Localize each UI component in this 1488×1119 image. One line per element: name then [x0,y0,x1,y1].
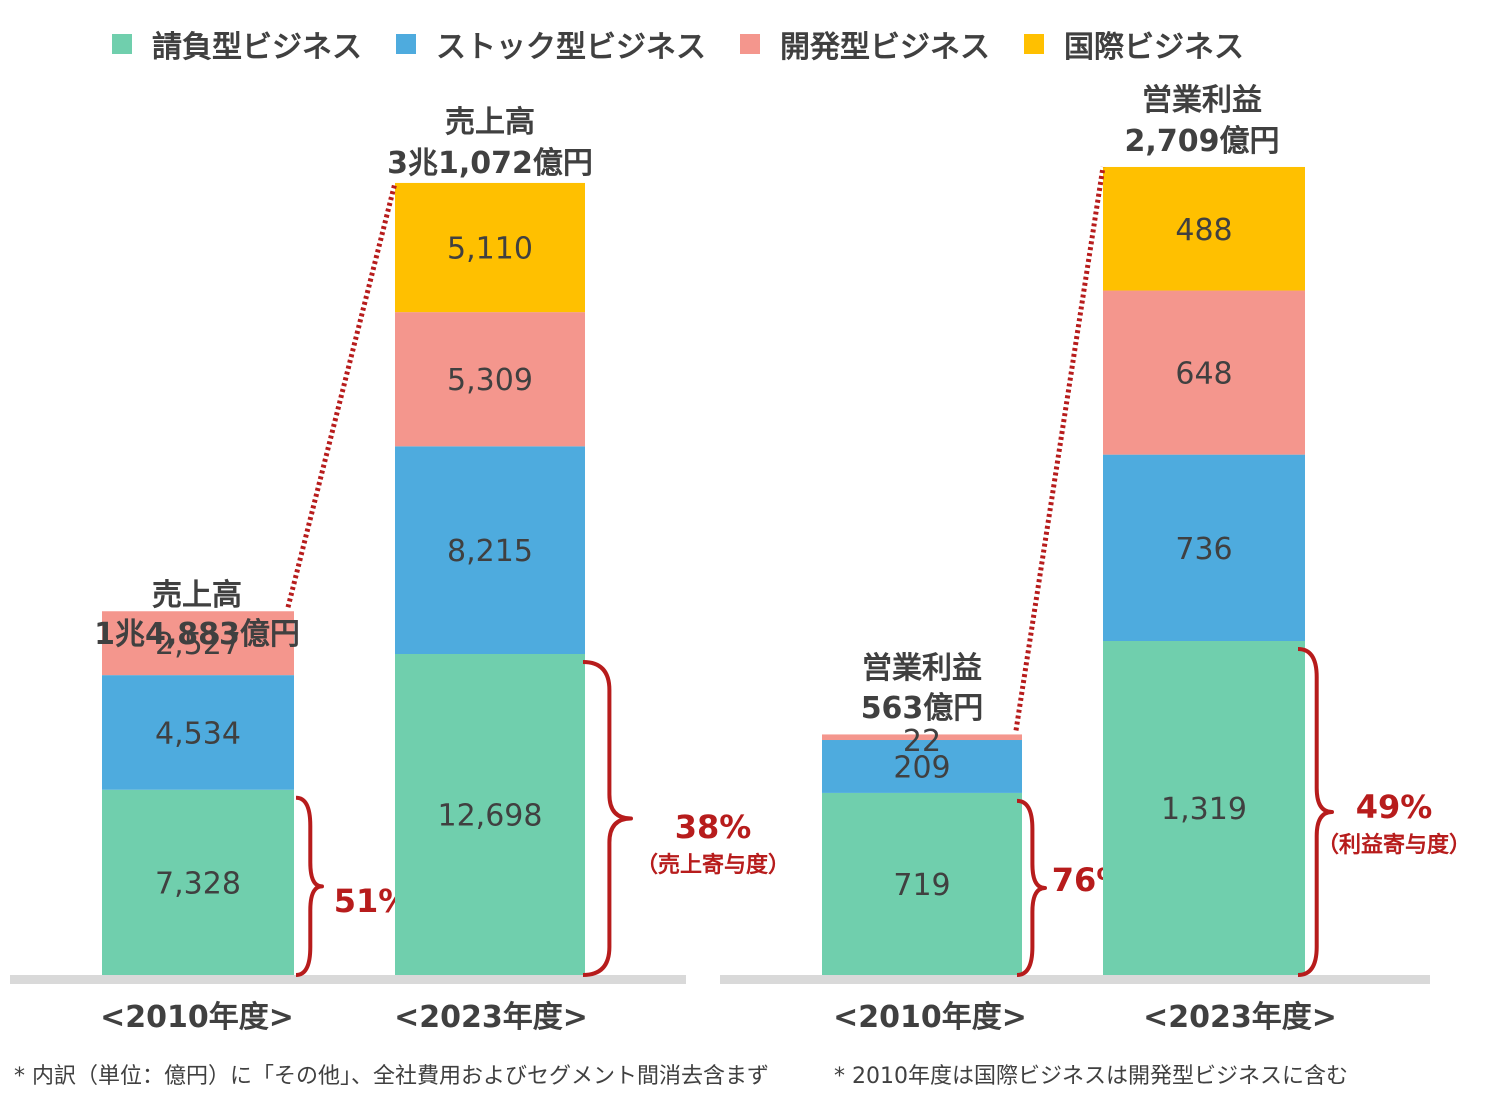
revenue-bar-1-label-1: 8,215 [447,534,533,569]
profit-bar-0-segment-0 [822,792,1022,975]
profit-bar-1-segment-3 [1103,166,1305,291]
revenue-bar-1-label-3: 5,110 [447,232,533,267]
revenue-bar-1-segment-0 [395,654,585,975]
profit-bar-1-label-1: 736 [1175,532,1232,567]
profit-bar-0-label-0: 719 [893,868,950,903]
profit-share-caption-1: （利益寄与度） [1317,832,1471,858]
revenue-growth-connector [285,182,398,608]
revenue-total-title-1: 売上高 [445,105,535,140]
revenue-bar-0-label-0: 7,328 [155,866,241,901]
profit-baseline [720,975,1430,984]
legend-label-development: 開発型ビジネス [780,30,990,65]
revenue-baseline [10,975,686,984]
footnote-left: * 内訳（単位：億円）に「その他」、全社費用およびセグメント間消去含まず [14,1064,769,1089]
revenue-total-title-0: 売上高 [152,578,242,613]
profit-bar-1-segment-1 [1103,454,1305,641]
profit-bar-1-label-0: 1,319 [1161,792,1247,827]
legend-swatch-development [740,34,760,54]
profit-growth-connector [1013,166,1106,731]
profit-total-amount-1: 2,709億円 [1125,124,1280,159]
revenue-brace-0 [295,795,324,977]
legend-label-stock: ストック型ビジネス [436,30,706,65]
revenue-category-1: <2023年度> [394,1000,588,1035]
revenue-category-0: <2010年度> [100,1000,294,1035]
profit-total-amount-0: 563億円 [861,691,984,726]
legend-item-development: 開発型ビジネス [740,22,990,66]
legend-item-stock: ストック型ビジネス [396,22,706,66]
profit-bar-1-segment-0 [1103,641,1305,975]
legend-label-contract: 請負型ビジネス [152,30,362,65]
profit-category-1: <2023年度> [1143,1000,1337,1035]
profit-bar-1-segment-2 [1103,290,1305,455]
revenue-bar-1-label-2: 5,309 [447,363,533,398]
profit-bar-1-label-2: 648 [1175,357,1232,392]
profit-category-0: <2010年度> [833,1000,1027,1035]
legend-swatch-contract [112,34,132,54]
footnote-right: * 2010年度は国際ビジネスは開発型ビジネスに含む [834,1064,1348,1089]
legend-item-contract: 請負型ビジネス [112,22,362,66]
revenue-bar-0-segment-2 [102,611,294,676]
profit-total-title-1: 営業利益 [1142,83,1262,118]
revenue-total-amount-0: 1兆4,883億円 [94,617,300,652]
revenue-bar-1-segment-3 [395,182,585,313]
revenue-bar-0-label-1: 4,534 [155,716,241,751]
revenue-bar-1-segment-1 [395,446,585,654]
revenue-bar-1-segment-2 [395,312,585,447]
profit-bar-0-segment-2 [822,734,1022,741]
profit-brace-0 [1016,798,1047,977]
revenue-bar-0-segment-0 [102,789,294,975]
legend-swatch-stock [396,34,416,54]
revenue-share-caption-1: （売上寄与度） [636,852,790,878]
profit-bar-0-label-1: 209 [893,750,950,785]
profit-bar-0-segment-1 [822,740,1022,793]
profit-total-title-0: 営業利益 [862,651,982,686]
revenue-total-amount-1: 3兆1,072億円 [387,146,593,181]
profit-brace-1 [1297,647,1334,977]
profit-bar-0-label-2: 22 [903,724,941,759]
revenue-share-1: 38% [675,808,752,846]
legend-swatch-international [1024,34,1044,54]
revenue-bar-0-label-2: 2,527 [155,627,241,662]
revenue-bar-1-label-0: 12,698 [438,799,543,834]
legend-label-international: 国際ビジネス [1064,30,1244,65]
revenue-bar-0-segment-1 [102,675,294,790]
chart-legend: 請負型ビジネス ストック型ビジネス 開発型ビジネス 国際ビジネス [112,22,1244,66]
revenue-brace-1 [582,660,633,977]
legend-item-international: 国際ビジネス [1024,22,1244,66]
profit-share-1: 49% [1356,788,1433,826]
profit-bar-1-label-3: 488 [1175,213,1232,248]
